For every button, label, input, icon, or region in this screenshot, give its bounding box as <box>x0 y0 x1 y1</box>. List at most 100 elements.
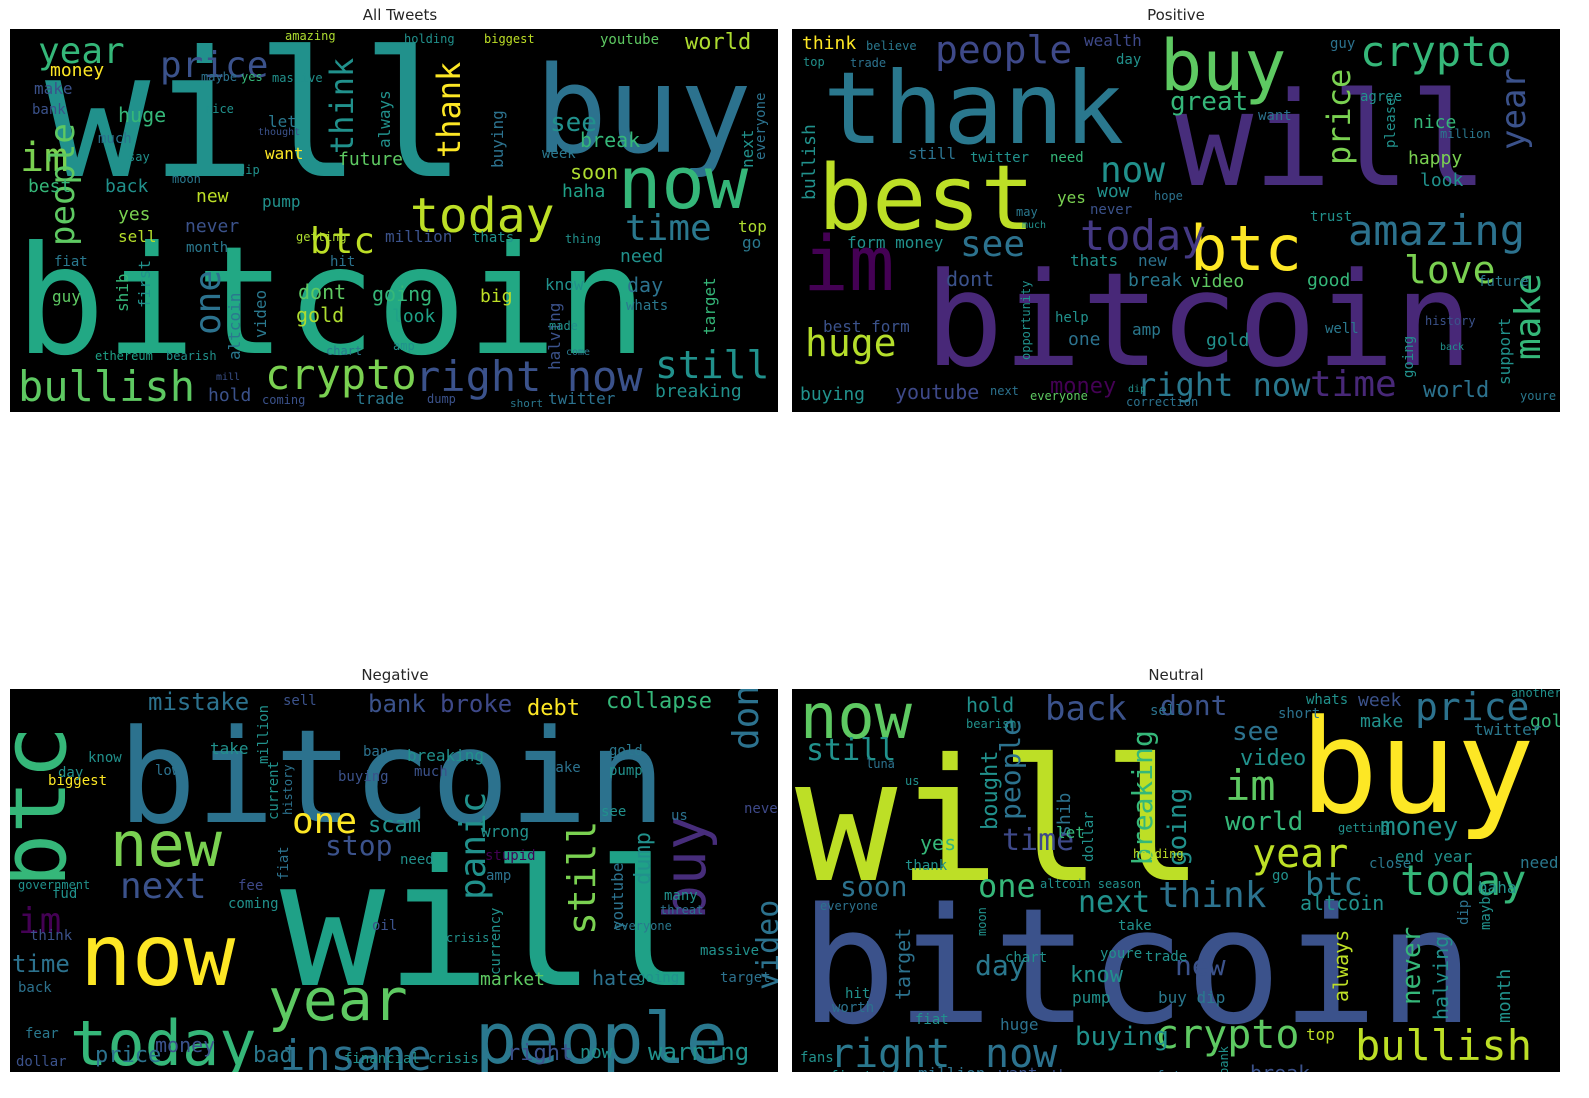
word: everyone <box>820 899 878 913</box>
word: us <box>671 808 688 824</box>
word: altcoin season <box>1040 877 1141 891</box>
word: amp <box>1132 320 1161 339</box>
word: next <box>120 866 207 907</box>
word: many <box>664 888 698 904</box>
word: right <box>830 1031 950 1072</box>
word: make <box>1360 711 1403 732</box>
word: bitcoin <box>925 244 1473 396</box>
word: video <box>1240 746 1306 771</box>
word: now <box>800 689 913 753</box>
word: video <box>751 900 778 990</box>
word: will <box>1175 64 1488 216</box>
word: pump <box>262 192 301 211</box>
word: breaking <box>1126 730 1159 865</box>
word: moon <box>975 907 989 936</box>
word: top <box>803 55 825 69</box>
word: today <box>1400 856 1526 905</box>
word: massive <box>700 943 759 959</box>
word: holding <box>1133 847 1184 861</box>
word: thank <box>430 62 468 158</box>
word: see <box>601 804 626 820</box>
word: whats <box>626 298 668 314</box>
word: video <box>251 290 270 338</box>
word: never <box>1397 927 1427 1005</box>
word: amazing <box>285 29 336 43</box>
word: new <box>196 186 229 207</box>
word: everyone <box>753 93 769 160</box>
word: twitter <box>1474 720 1542 739</box>
word: dump <box>427 392 456 406</box>
word: well <box>1325 321 1359 337</box>
panel-title-negative: Negative <box>361 666 429 684</box>
word: soon <box>840 870 907 903</box>
word: hope <box>1154 189 1183 203</box>
word: people <box>935 29 1072 72</box>
word: go <box>1272 868 1289 884</box>
word: next <box>1078 885 1150 920</box>
word: biggest <box>484 32 535 46</box>
word: month <box>186 240 228 256</box>
word: financial crisis <box>344 1051 479 1067</box>
word: top <box>738 217 767 236</box>
word: buying <box>1075 1022 1169 1052</box>
word: still <box>560 821 604 935</box>
word: sell <box>1150 703 1184 719</box>
word: much <box>1022 220 1046 231</box>
word: gold <box>1206 330 1249 351</box>
word: people <box>994 719 1027 820</box>
word: fiat <box>915 1012 949 1028</box>
word: buy <box>651 815 719 920</box>
word: one <box>1068 329 1101 350</box>
word: people <box>475 998 728 1072</box>
word: know <box>88 750 122 766</box>
word: another <box>1511 689 1560 700</box>
word: wealth <box>1084 31 1142 50</box>
word: always <box>375 90 394 148</box>
word: dont <box>946 267 994 291</box>
word: trade <box>850 56 886 70</box>
wordcloud-neutral: will bitcoin buy now right now crypto bullish to… <box>792 689 1560 1072</box>
word: please <box>1383 97 1399 148</box>
word: amp <box>393 339 415 353</box>
word: back <box>105 176 149 197</box>
word: price <box>1415 689 1529 729</box>
word: still <box>806 733 896 768</box>
word: dont <box>1160 689 1227 722</box>
word: current <box>266 761 282 820</box>
word: haha <box>562 181 605 202</box>
word: fans <box>800 1050 834 1066</box>
word: ethereum <box>1042 1068 1109 1072</box>
word: future <box>1478 274 1529 290</box>
word: new <box>1138 251 1167 270</box>
word: form money <box>847 233 944 252</box>
word: will <box>280 824 701 1027</box>
word: low <box>155 763 181 779</box>
word: maybe <box>201 70 237 84</box>
word: fiat <box>276 846 292 880</box>
word: everyone <box>614 919 672 933</box>
word: nice <box>205 102 234 116</box>
word: see <box>1232 717 1279 747</box>
word: youre <box>1100 946 1142 962</box>
word: bank <box>368 690 426 718</box>
word: one <box>188 270 229 335</box>
word: money <box>50 60 104 81</box>
wordcloud-negative: bitcoin will btc new now people year today insan… <box>10 689 778 1072</box>
word: much <box>414 764 448 780</box>
word: guy <box>52 287 81 306</box>
word: future <box>338 149 403 170</box>
word: break <box>1128 270 1182 291</box>
word: day <box>58 765 83 781</box>
word: make <box>1508 273 1549 360</box>
word: going <box>372 282 432 306</box>
word: im <box>18 901 61 942</box>
word: need <box>1520 853 1559 872</box>
word: agree <box>1360 89 1402 105</box>
word: thats <box>1070 251 1118 270</box>
word: today <box>410 188 555 244</box>
word: let <box>1056 823 1085 842</box>
word: mill <box>216 372 240 383</box>
panel-title-neutral: Neutral <box>1148 666 1204 684</box>
word: today <box>70 1007 257 1072</box>
word: dollar <box>16 1054 67 1070</box>
